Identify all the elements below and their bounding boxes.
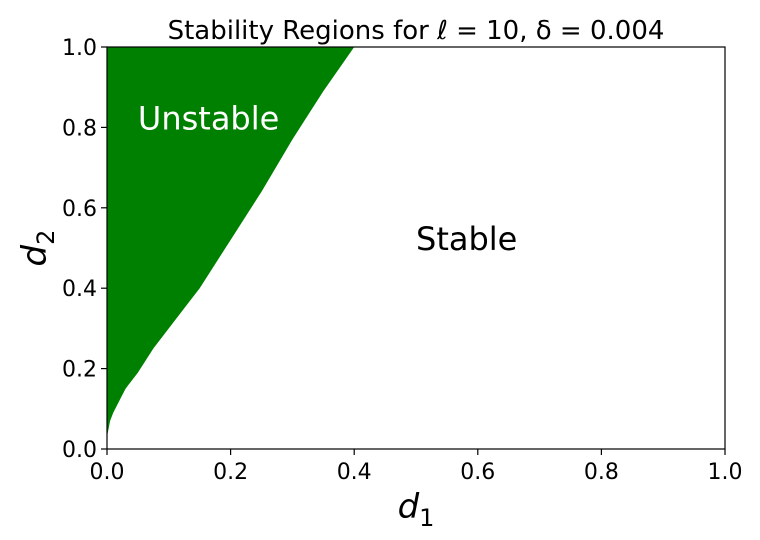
y-tick-label: 0.2: [62, 358, 97, 383]
x-tick-label: 0.8: [584, 460, 619, 485]
y-tick-label: 0.8: [62, 116, 97, 141]
region-annotations: Unstable Stable: [138, 99, 517, 258]
region-label-stable: Stable: [416, 220, 517, 258]
plot-frame: [106, 46, 726, 450]
y-tick-label: 0.0: [62, 438, 97, 463]
x-axis-ticks: 0.0 0.2 0.4 0.6 0.8 1.0: [90, 449, 743, 485]
x-axis-label: d1: [398, 487, 435, 532]
x-tick-label: 0.4: [337, 460, 372, 485]
region-label-unstable: Unstable: [138, 99, 279, 137]
x-tick-label: 0.6: [460, 460, 495, 485]
x-tick-label: 0.2: [213, 460, 248, 485]
y-axis-label-base: d: [15, 244, 55, 266]
y-axis-label: d2: [15, 230, 60, 267]
unstable-region: [107, 47, 355, 437]
y-tick-label: 1.0: [62, 36, 97, 61]
x-axis-label-subscript: 1: [419, 504, 434, 532]
y-axis-ticks: 0.0 0.2 0.4 0.6 0.8 1.0: [62, 36, 107, 463]
y-tick-label: 0.4: [62, 277, 97, 302]
y-tick-label: 0.6: [62, 197, 97, 222]
x-tick-label: 1.0: [708, 460, 743, 485]
x-axis-label-base: d: [398, 487, 420, 527]
chart-title: Stability Regions for ℓ = 10, δ = 0.004: [168, 16, 665, 46]
y-axis-label-subscript: 2: [32, 230, 60, 245]
x-tick-label: 0.0: [90, 460, 125, 485]
